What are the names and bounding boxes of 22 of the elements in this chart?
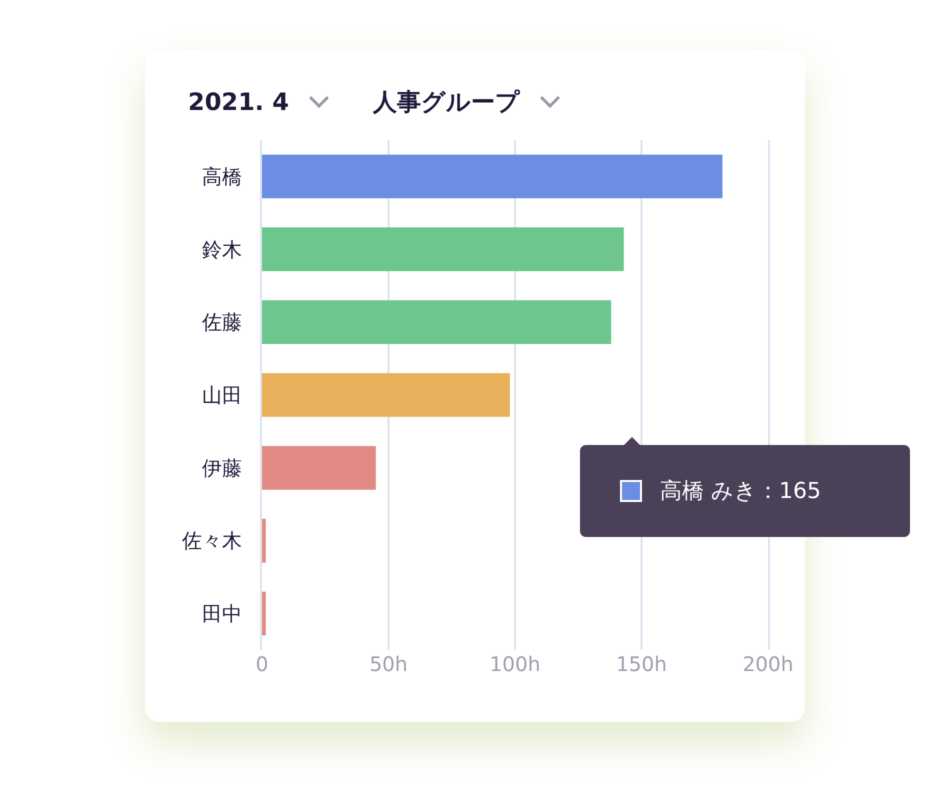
x-tick-label: 150h: [616, 652, 667, 676]
y-tick-label: 伊藤: [202, 456, 242, 480]
y-tick-label: 佐々木: [182, 528, 242, 553]
y-tick-label: 高橋: [202, 164, 242, 188]
x-tick-label: 0: [256, 652, 268, 676]
bar: [262, 154, 722, 198]
y-tick-label: 佐藤: [202, 310, 242, 334]
bar: [262, 446, 376, 490]
chart-subtitle: 人事グループ: [372, 87, 520, 118]
annotation: 高橋 みき：165: [660, 478, 821, 506]
chart-title: 2021. 4: [188, 88, 289, 116]
y-tick-label: 田中: [202, 602, 242, 626]
bar: [262, 592, 266, 636]
bar: [262, 518, 266, 563]
y-tick-label: 山田: [202, 383, 242, 407]
y-tick-label: 鈴木: [202, 237, 242, 262]
x-tick-label: 100h: [490, 652, 540, 676]
bar: [262, 227, 624, 272]
bar: [262, 300, 612, 344]
x-tick-label: 50h: [369, 652, 408, 676]
x-tick-label: 200h: [742, 652, 794, 676]
bar: [262, 373, 510, 417]
